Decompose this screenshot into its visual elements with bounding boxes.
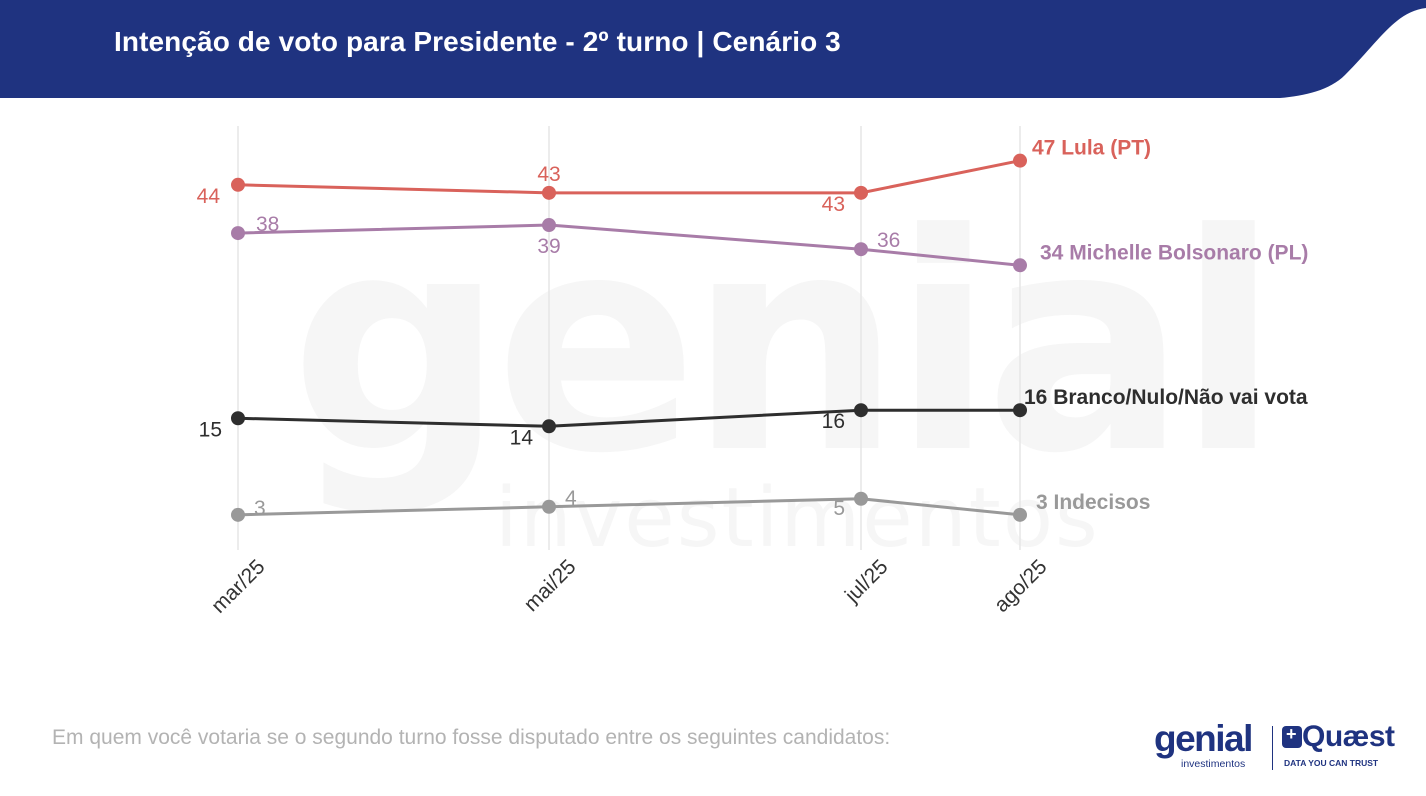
data-label-indecisos: 5: [833, 497, 845, 520]
header-banner: [0, 0, 1426, 98]
quaest-logo-subtitle: DATA YOU CAN TRUST: [1284, 758, 1379, 768]
data-point-michelle: [854, 242, 868, 257]
series-end-label-indecisos: 3 Indecisos: [1036, 491, 1150, 514]
data-point-indecisos: [1013, 507, 1027, 522]
data-point-branco: [854, 403, 868, 418]
series-line-michelle: [237, 223, 1021, 267]
data-label-michelle: 38: [256, 213, 279, 236]
data-label-lula: 44: [197, 185, 221, 208]
genial-logo-subtitle: investimentos: [1181, 758, 1246, 770]
data-point-lula: [854, 185, 868, 200]
data-label-michelle: 39: [537, 235, 560, 258]
page-title: Intenção de voto para Presidente - 2º tu…: [114, 26, 841, 57]
series-end-label-branco: 16 Branco/Nulo/Não vai vota: [1024, 386, 1308, 409]
series-end-label-lula: 47 Lula (PT): [1032, 137, 1151, 160]
data-label-lula: 43: [822, 193, 845, 216]
data-label-lula: 43: [537, 163, 560, 186]
data-point-michelle: [1013, 258, 1027, 273]
data-label-michelle: 36: [877, 229, 900, 252]
series-line-lula: [237, 159, 1021, 195]
data-label-branco: 15: [199, 418, 222, 441]
x-tick-label: mar/25: [207, 555, 269, 617]
logos: genial investimentos Quæst DATA YOU CAN …: [1150, 718, 1400, 776]
data-point-michelle: [231, 226, 245, 241]
watermark-genial: genial: [290, 170, 1270, 519]
data-point-branco: [231, 411, 245, 426]
data-point-branco: [1013, 403, 1027, 418]
data-point-indecisos: [231, 507, 245, 522]
series-line-branco: [237, 408, 1020, 428]
data-point-michelle: [542, 218, 556, 233]
data-point-indecisos: [542, 499, 556, 514]
data-point-lula: [542, 185, 556, 200]
data-label-branco: 14: [510, 426, 534, 449]
data-point-branco: [542, 419, 556, 434]
genial-logo: genial: [1154, 718, 1253, 759]
footnote: Em quem você votaria se o segundo turno …: [52, 726, 891, 749]
data-label-indecisos: 4: [565, 487, 577, 510]
series-end-label-michelle: 34 Michelle Bolsonaro (PL): [1040, 241, 1308, 264]
watermark-investimentos: investimentos: [495, 471, 1100, 566]
quaest-logo: Quæst: [1302, 720, 1395, 753]
logo-divider: [1272, 726, 1273, 770]
data-point-lula: [1013, 153, 1027, 168]
data-label-indecisos: 3: [254, 497, 266, 520]
series-line-indecisos: [237, 497, 1021, 517]
data-point-indecisos: [854, 491, 868, 506]
data-label-branco: 16: [822, 410, 845, 433]
data-point-lula: [231, 177, 245, 192]
quaest-mark-icon: [1282, 724, 1302, 748]
